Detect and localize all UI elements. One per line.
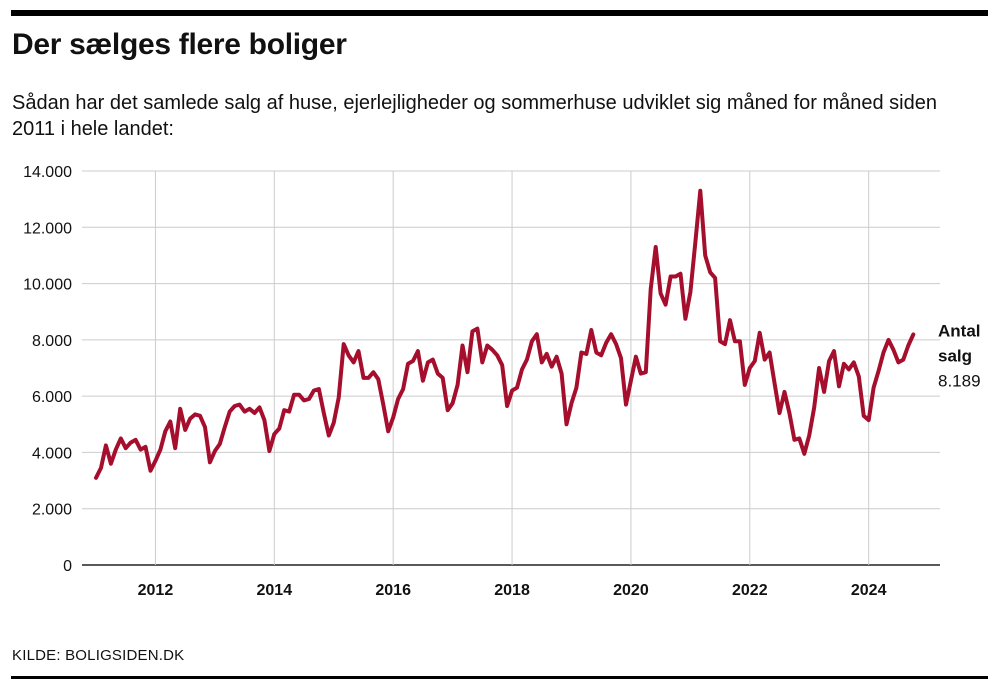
y-tick-label: 0 xyxy=(63,558,72,575)
source-credit: KILDE: BOLIGSIDEN.DK xyxy=(12,647,185,664)
series-name-label: salg xyxy=(938,347,972,366)
series-name-label: Antal xyxy=(938,322,981,341)
x-tick-label: 2022 xyxy=(732,582,768,599)
series-line-antal-salg xyxy=(94,188,916,480)
series-layer xyxy=(94,188,916,480)
series-end-value-label: 8.189 xyxy=(938,372,981,391)
x-tick-label: 2016 xyxy=(375,582,411,599)
x-tick-label: 2018 xyxy=(494,582,530,599)
x-tick-label: 2014 xyxy=(257,582,293,599)
chart-subtitle: Sådan har det samlede salg af huse, ejer… xyxy=(12,92,937,140)
bottom-rule xyxy=(11,676,988,679)
label-layer: Antal salg 8.189 xyxy=(938,322,981,391)
grid-layer xyxy=(82,170,940,566)
x-tick-label: 2012 xyxy=(138,582,174,599)
y-tick-label: 12.000 xyxy=(23,220,72,237)
y-tick-label: 8.000 xyxy=(32,333,72,350)
x-tick-label: 2024 xyxy=(851,582,887,599)
top-rule xyxy=(11,10,988,16)
y-tick-label: 14.000 xyxy=(23,164,72,181)
y-tick-label: 6.000 xyxy=(32,389,72,406)
axis-layer: 0 2.000 4.000 6.000 8.000 10.000 12.000 14.000 2… xyxy=(23,164,887,599)
y-tick-label: 10.000 xyxy=(23,277,72,294)
chart-title: Der sælges flere boliger xyxy=(12,28,347,61)
y-tick-label: 4.000 xyxy=(32,445,72,462)
x-tick-label: 2020 xyxy=(613,582,649,599)
y-tick-label: 2.000 xyxy=(32,502,72,519)
